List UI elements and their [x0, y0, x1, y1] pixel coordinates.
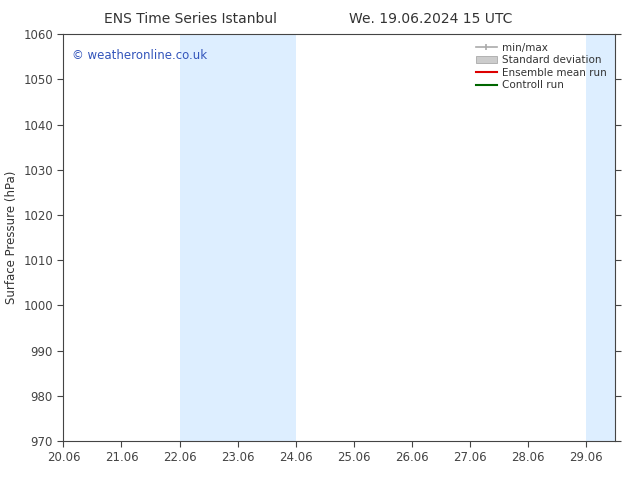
Text: ENS Time Series Istanbul: ENS Time Series Istanbul: [104, 12, 276, 26]
Text: © weatheronline.co.uk: © weatheronline.co.uk: [72, 49, 207, 62]
Text: We. 19.06.2024 15 UTC: We. 19.06.2024 15 UTC: [349, 12, 513, 26]
Bar: [179, 34, 295, 441]
Bar: [586, 34, 615, 441]
Legend: min/max, Standard deviation, Ensemble mean run, Controll run: min/max, Standard deviation, Ensemble me…: [473, 40, 610, 94]
Y-axis label: Surface Pressure (hPa): Surface Pressure (hPa): [4, 171, 18, 304]
